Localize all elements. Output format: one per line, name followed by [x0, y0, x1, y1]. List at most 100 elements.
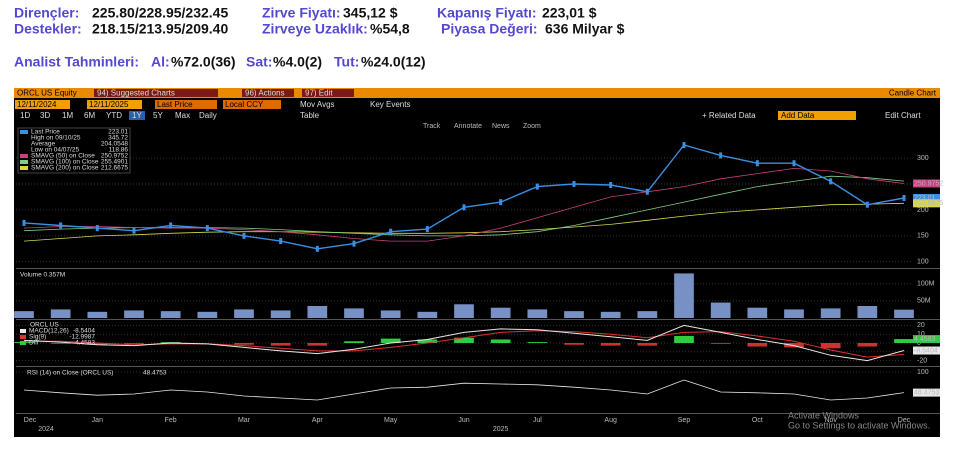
- last-tag: [913, 335, 940, 344]
- legend-value: 118.86: [109, 147, 129, 154]
- field[interactable]: [223, 100, 281, 109]
- legend-swatch: [20, 329, 26, 333]
- table-btn[interactable]: Table: [300, 111, 320, 120]
- x-tick-label: Nov: [824, 417, 837, 424]
- field[interactable]: [15, 100, 70, 109]
- period-active: [129, 111, 145, 120]
- last-tag-text: -8.5404: [914, 347, 938, 354]
- price-point: [279, 238, 283, 245]
- series-line: [23, 324, 905, 362]
- menu-label[interactable]: 94) Suggested Charts: [97, 89, 175, 98]
- x-tick-label: Oct: [752, 417, 763, 424]
- field-text[interactable]: 12/11/2024: [17, 100, 57, 109]
- volume-bar: [527, 309, 548, 318]
- macd-hist: [490, 339, 511, 343]
- tool[interactable]: News: [492, 123, 510, 130]
- ticker: ORCL US Equity: [17, 89, 77, 98]
- period[interactable]: 1D: [20, 111, 30, 120]
- period[interactable]: 1Y: [132, 111, 142, 120]
- watermark: Activate Windows: [788, 410, 860, 420]
- tool[interactable]: Track: [423, 123, 441, 130]
- frequency[interactable]: Daily: [199, 111, 217, 120]
- volume-bar: [747, 307, 768, 318]
- volume-bar: [600, 311, 621, 318]
- volume-bar: [270, 310, 291, 318]
- x-tick-label: Dec: [24, 417, 37, 424]
- price-point: [22, 219, 26, 226]
- legend-box: [17, 127, 131, 174]
- menu-label[interactable]: 96) Actions: [245, 89, 285, 98]
- field-text[interactable]: 12/11/2025: [89, 100, 129, 109]
- legend-value: 204.0548: [101, 141, 128, 148]
- price-point: [719, 152, 723, 159]
- rsi-legend-value: 48.4753: [143, 370, 167, 377]
- last-tag: [913, 199, 940, 208]
- price-point: [205, 225, 209, 232]
- macd-hist: [747, 343, 768, 347]
- add-data[interactable]: Add Data: [781, 111, 815, 120]
- price-point: [389, 228, 393, 235]
- analyst-item-value: %24.0(12): [361, 54, 426, 70]
- menu-button[interactable]: [94, 89, 218, 97]
- y-tick-label: 200: [917, 207, 929, 214]
- legend-value: 212.6675: [101, 165, 128, 172]
- volume-bar: [344, 308, 364, 318]
- field[interactable]: [87, 100, 142, 109]
- rsi-legend: RSI (14) on Close (ORCL US): [27, 370, 113, 377]
- tool[interactable]: Annotate: [454, 123, 482, 130]
- edit-chart[interactable]: Edit Chart: [885, 111, 921, 120]
- period[interactable]: 1M: [62, 111, 73, 120]
- y-tick-label: 10: [917, 331, 925, 338]
- legend-value: 255.4901: [101, 159, 128, 166]
- price-point: [59, 222, 63, 229]
- price-point: [425, 226, 429, 233]
- year-label: 2024: [38, 426, 54, 433]
- menu-button[interactable]: [242, 89, 294, 97]
- volume-bar: [857, 306, 878, 318]
- period[interactable]: YTD: [106, 111, 122, 120]
- volume-bar: [87, 311, 108, 318]
- key-events[interactable]: Key Events: [370, 100, 410, 109]
- period[interactable]: 5Y: [153, 111, 163, 120]
- volume-bar: [50, 309, 71, 318]
- last-tag-text: 223.01: [914, 195, 936, 202]
- last-tag: [913, 346, 940, 355]
- mov-avgs[interactable]: Mov Avgs: [300, 100, 335, 109]
- period[interactable]: 3D: [40, 111, 50, 120]
- period[interactable]: 6M: [84, 111, 95, 120]
- legend-name: Sig(9): [29, 334, 46, 341]
- volume-bar: [234, 309, 254, 318]
- x-tick-label: Jun: [458, 417, 469, 424]
- x-tick-label: Jul: [533, 417, 542, 424]
- header-value: 218.15/213.95/209.40: [92, 21, 228, 37]
- legend-value: 345.72: [108, 135, 128, 142]
- volume-bar: [417, 311, 438, 318]
- last-tag: [913, 388, 940, 397]
- period[interactable]: Max: [175, 111, 190, 120]
- field[interactable]: [155, 100, 217, 109]
- field-text[interactable]: Local CCY: [225, 100, 264, 109]
- volume-bar: [820, 308, 841, 318]
- last-tag-text: 48.4753: [914, 389, 939, 396]
- macd-hist: [637, 343, 658, 346]
- volume-bar: [197, 311, 218, 318]
- price-point: [609, 182, 613, 189]
- macd-hist: [124, 343, 144, 344]
- add-data-box[interactable]: [778, 111, 856, 120]
- watermark-sub: Go to Settings to activate Windows.: [788, 420, 930, 430]
- volume-bar: [784, 309, 804, 318]
- menu-button[interactable]: [302, 89, 354, 97]
- legend-value: -12.9987: [69, 334, 95, 341]
- macd-hist: [417, 339, 438, 343]
- macd-hist: [87, 343, 108, 345]
- legend-name: MACD(12,26): [29, 328, 69, 335]
- related[interactable]: + Related Data: [702, 111, 756, 120]
- tool[interactable]: Zoom: [523, 123, 541, 130]
- macd-hist: [674, 335, 694, 343]
- header-value: %54,8: [370, 21, 410, 37]
- price-point: [792, 160, 796, 167]
- field-text[interactable]: Last Price: [157, 100, 193, 109]
- menu-label[interactable]: 97) Edit: [305, 89, 333, 98]
- legend-swatch: [20, 154, 28, 158]
- volume-bar: [674, 273, 694, 318]
